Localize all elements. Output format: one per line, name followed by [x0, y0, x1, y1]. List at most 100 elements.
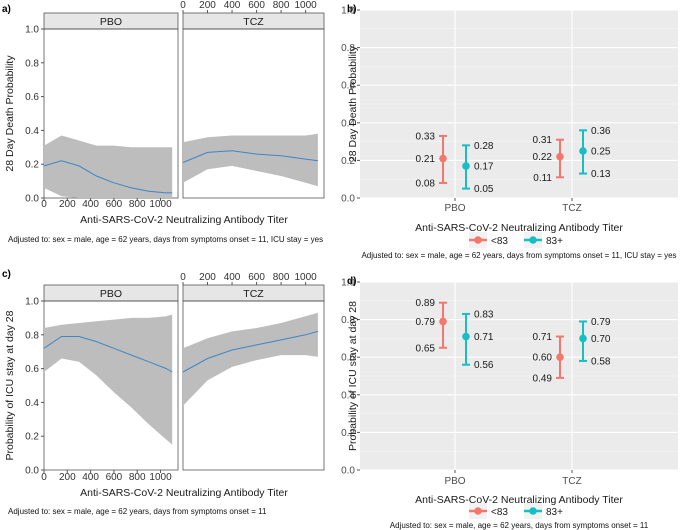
- y-tick-label: 1.0: [25, 25, 39, 36]
- x-tick-label: 600: [248, 272, 265, 283]
- facet-strip-label: PBO: [100, 16, 122, 28]
- data-label: 0.22: [533, 152, 553, 163]
- y-tick-label: 0.6: [341, 81, 355, 92]
- y-tick-label: 0.0: [25, 194, 39, 205]
- data-label: 0.71: [474, 332, 494, 343]
- data-label: 0.13: [591, 169, 611, 180]
- y-tick-label: 0.4: [25, 126, 39, 137]
- point-estimate: [462, 162, 470, 170]
- point-estimate: [462, 332, 470, 341]
- footnote: Adjusted to: sex = male, age = 62 years,…: [390, 521, 649, 530]
- x-tick-label: 200: [59, 199, 76, 210]
- data-label: 0.71: [533, 332, 553, 343]
- x-tick-label: 400: [224, 272, 241, 283]
- data-label: 0.60: [533, 353, 553, 364]
- y-tick-label: 0.8: [25, 58, 39, 69]
- footnote: Adjusted to: sex = male, age = 62 years,…: [361, 251, 676, 260]
- x-tick-label: 1000: [294, 0, 317, 11]
- x-tick-label: 200: [199, 0, 216, 11]
- fitted-curve: [182, 150, 318, 163]
- panel-label: a): [2, 4, 11, 15]
- footnote: Adjusted to: sex = male, age = 62 years,…: [8, 235, 323, 244]
- y-tick-label: 0.0: [341, 194, 355, 205]
- x-tick-label: 800: [129, 472, 146, 483]
- legend-key-point: [474, 507, 482, 515]
- data-label: 0.25: [591, 147, 611, 158]
- y-tick-label: 1.0: [25, 297, 39, 308]
- x-tick-label: 0: [180, 0, 186, 11]
- fitted-curve: [43, 160, 173, 194]
- y-tick-label: 0.8: [341, 43, 355, 54]
- x-tick-label: 200: [199, 272, 216, 283]
- legend-key-point: [474, 236, 482, 244]
- x-tick-label: PBO: [444, 203, 465, 214]
- data-label: 0.21: [416, 154, 436, 165]
- x-axis-label: Anti-SARS-CoV-2 Neutralizing Antibody Ti…: [415, 494, 623, 506]
- footnote: Adjusted to: sex = male, age = 62 years,…: [8, 507, 267, 516]
- x-tick-label: 400: [224, 0, 241, 11]
- data-label: 0.49: [533, 373, 553, 384]
- y-tick-label: 1.0: [341, 278, 355, 289]
- fitted-curve: [182, 330, 319, 373]
- x-tick-label: 800: [129, 199, 146, 210]
- legend-label: <83: [491, 236, 508, 247]
- confidence-band: [183, 312, 318, 406]
- y-axis-label: 28 Day Death Probability: [4, 55, 16, 172]
- facet-strip-label: PBO: [100, 288, 122, 300]
- confidence-band: [183, 133, 318, 187]
- y-tick-label: 0.2: [341, 428, 355, 439]
- legend-label: <83: [491, 507, 508, 518]
- y-tick-label: 0.8: [341, 315, 355, 326]
- x-axis-label: Anti-SARS-CoV-2 Neutralizing Antibody Ti…: [415, 222, 623, 234]
- x-tick-label: 600: [106, 199, 123, 210]
- facet-strip-label: TCZ: [243, 288, 264, 300]
- x-tick-label: 0: [41, 199, 47, 210]
- legend: <83 83+: [469, 232, 563, 248]
- data-label: 0.70: [591, 334, 611, 345]
- x-axis-label: Anti-SARS-CoV-2 Neutralizing Antibody Ti…: [80, 487, 288, 499]
- y-tick-label: 0.6: [341, 353, 355, 364]
- legend-label: 83+: [546, 507, 563, 518]
- x-tick-label: 0: [41, 472, 47, 483]
- confidence-band: [44, 135, 173, 198]
- panel-label: d): [347, 276, 356, 287]
- x-tick-label: 800: [273, 272, 290, 283]
- point-estimate: [439, 154, 447, 163]
- data-label: 0.33: [416, 131, 436, 142]
- data-label: 0.65: [416, 343, 436, 354]
- y-tick-label: 0.2: [25, 160, 39, 171]
- point-estimate: [556, 353, 564, 362]
- data-label: 0.31: [533, 135, 553, 146]
- point-estimate: [579, 147, 587, 155]
- y-axis-label: Probability of ICU stay at day 28: [4, 310, 16, 460]
- y-tick-label: 1.0: [341, 6, 355, 17]
- y-tick-label: 0.2: [25, 432, 39, 443]
- data-label: 0.89: [416, 298, 436, 309]
- data-label: 0.83: [474, 309, 494, 320]
- x-tick-label: 600: [106, 472, 123, 483]
- y-tick-label: 0.4: [341, 118, 355, 129]
- data-label: 0.08: [416, 178, 436, 189]
- data-label: 0.11: [533, 173, 552, 184]
- point-estimate: [579, 334, 587, 343]
- point-estimate: [556, 152, 564, 161]
- data-label: 0.58: [591, 356, 611, 367]
- x-tick-label: 200: [59, 472, 76, 483]
- confidence-band: [44, 314, 173, 445]
- facet-strip-label: TCZ: [243, 16, 264, 28]
- x-tick-label: 0: [180, 272, 186, 283]
- x-tick-label: TCZ: [562, 203, 581, 214]
- y-axis-label: Probability of ICU stay at day 28: [347, 301, 359, 451]
- fitted-curve: [43, 336, 173, 373]
- panel-label: b): [347, 4, 356, 15]
- data-label: 0.36: [591, 126, 611, 137]
- y-tick-label: 0.6: [25, 364, 39, 375]
- y-axis-label: 28 Day Death Probability: [347, 45, 359, 162]
- x-tick-label: 1000: [149, 472, 172, 483]
- x-tick-label: 600: [248, 0, 265, 11]
- x-axis-label: Anti-SARS-CoV-2 Neutralizing Antibody Ti…: [80, 214, 288, 226]
- x-tick-label: PBO: [444, 476, 465, 487]
- y-tick-label: 0.0: [341, 466, 355, 477]
- x-tick-label: 1000: [294, 272, 317, 283]
